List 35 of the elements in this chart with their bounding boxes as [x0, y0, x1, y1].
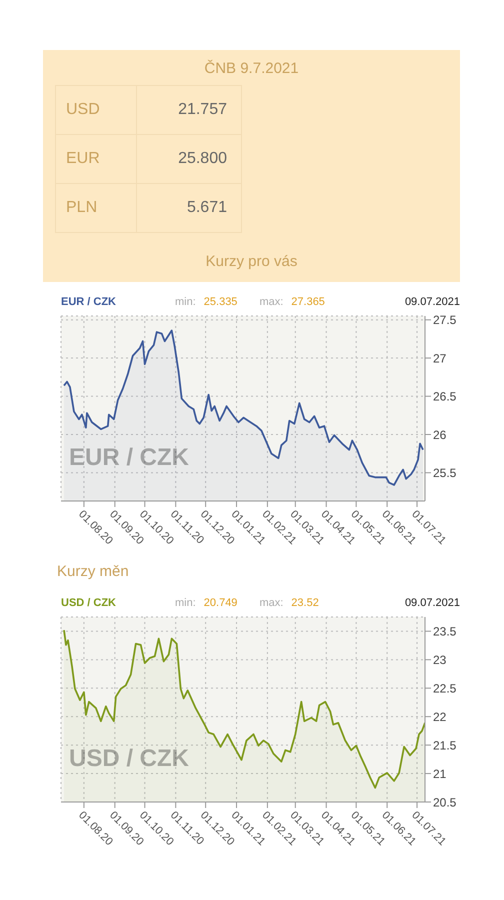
y-tick-label: 26 [433, 428, 447, 442]
text: Kurzy měn [57, 563, 129, 580]
annotation: USD / CZK [69, 745, 189, 773]
text: 27.365 [291, 296, 325, 308]
text: 25.800 [178, 150, 227, 167]
category-label: USD [56, 86, 136, 134]
y-tick-label: 27 [433, 351, 447, 366]
y-tick-label: 21 [433, 766, 447, 781]
y-tick-label: 23 [433, 652, 447, 667]
y-tick-label: 21.5 [433, 738, 457, 752]
y-tick-label: 20.5 [433, 795, 457, 810]
text: Kurzy pro vás [204, 253, 298, 270]
text: 09.07.2021 [404, 597, 460, 609]
text: max: [259, 296, 284, 308]
text: 09.07.2021 [404, 296, 460, 308]
text: ČNB 9.7.2021 [203, 60, 300, 77]
text: 23.52 [291, 597, 319, 609]
text: max: [259, 597, 284, 609]
y-tick-label: 22 [433, 710, 447, 724]
y-tick-label: 25.5 [433, 466, 457, 480]
text: 20.749 [204, 597, 238, 609]
y-tick-label: 22.5 [433, 681, 457, 696]
y-tick-label: 27.5 [433, 313, 457, 328]
y-tick-label: 26.5 [433, 390, 457, 404]
category-label: EUR [56, 134, 136, 184]
text: 5.671 [186, 199, 227, 216]
chart-title: USD / CZK [61, 597, 116, 609]
y-tick-label: 23.5 [433, 624, 457, 638]
text: 25.335 [204, 296, 238, 308]
text: min: [175, 597, 196, 609]
chart-title: EUR / CZK [61, 296, 116, 308]
text: 21.757 [178, 101, 227, 118]
text: min: [175, 296, 196, 308]
category-label: PLN [56, 184, 136, 232]
annotation: EUR / CZK [69, 444, 189, 472]
